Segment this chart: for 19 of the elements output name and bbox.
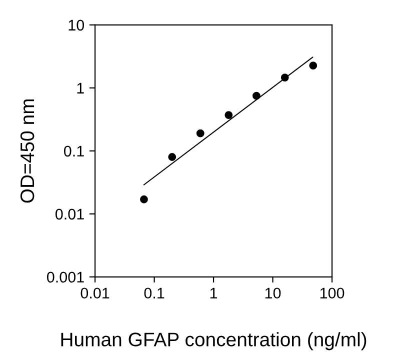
point	[140, 195, 148, 204]
point	[196, 129, 204, 138]
point	[224, 111, 233, 120]
x-tick-label: 1	[210, 288, 218, 298]
point	[309, 62, 318, 70]
y-tick-label: 10	[68, 20, 84, 31]
x-tick-label: 100	[320, 288, 344, 299]
y-tick-label: 0.001	[46, 272, 84, 283]
point	[252, 92, 260, 100]
point	[280, 74, 289, 82]
y-tick-label: 1	[77, 82, 84, 94]
x-tick-label: 0.1	[144, 288, 164, 299]
x-tick-label: 0.01	[80, 288, 110, 299]
y-tick-label: 0.01	[55, 208, 84, 220]
x-tick-label: 10	[265, 288, 281, 299]
y-axis-title: OD=450 nm	[20, 99, 34, 203]
point	[168, 153, 176, 161]
y-tick-label: 0.1	[64, 146, 84, 157]
x-axis-title: Human GFAP concentration (ng/ml)	[61, 332, 366, 350]
